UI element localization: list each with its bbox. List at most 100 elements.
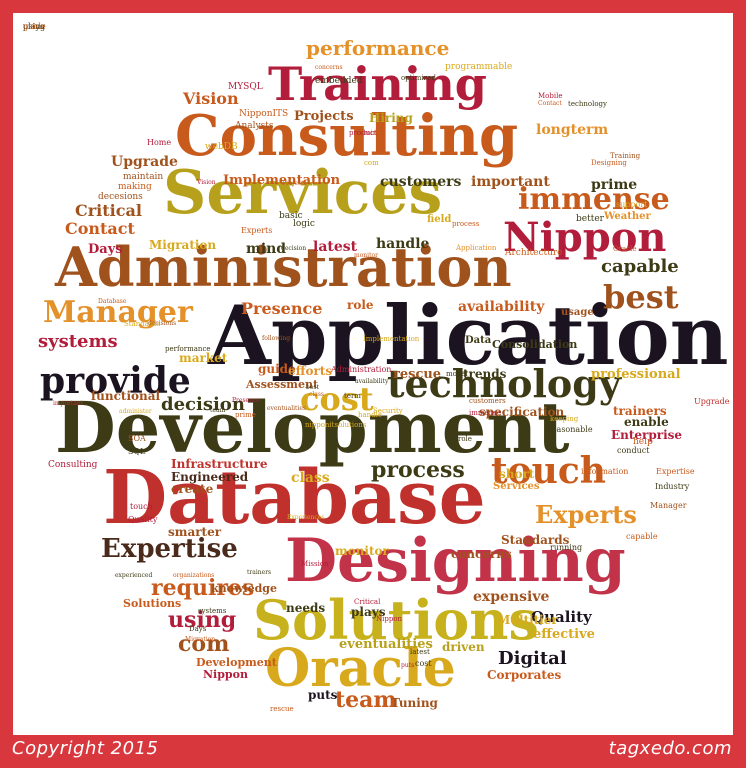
- word-decisions: decisions: [148, 320, 177, 327]
- word-vision: Vision: [183, 89, 239, 108]
- word-experts: Experts: [241, 226, 273, 235]
- word-help: help: [633, 437, 653, 447]
- word-availability: availability: [458, 299, 545, 315]
- word-projects: Projects: [282, 180, 307, 187]
- word-digital: Digital: [498, 648, 567, 669]
- word-efforts: efforts: [288, 364, 333, 378]
- word-webdb: webDB: [205, 142, 238, 152]
- word-latest: latest: [313, 239, 358, 255]
- word-enterprise: Enterprise: [611, 428, 683, 442]
- word-consolidation: Consolidation: [492, 338, 578, 351]
- word-plays: plays: [351, 605, 386, 619]
- word-professional: professional: [591, 367, 681, 382]
- word-trainers: trainers: [247, 569, 272, 576]
- word-market: market: [179, 351, 228, 365]
- word-needs: needs: [286, 601, 326, 615]
- word-monitor: monitor: [354, 252, 378, 259]
- word-plays: plays: [23, 22, 45, 31]
- word-expensive: expensive: [473, 589, 550, 605]
- word-designing: Designing: [285, 526, 626, 596]
- word-manager: Manager: [43, 295, 193, 330]
- word-availability: availability: [355, 378, 389, 385]
- word-days: Days: [189, 625, 207, 633]
- word-nippon: Nippon: [376, 615, 403, 623]
- word-administer: administer: [119, 408, 152, 415]
- word-consulting: Consulting: [48, 460, 98, 470]
- word-running: running: [550, 543, 583, 552]
- word-programmable: programmable: [445, 62, 513, 72]
- word-application: Application: [456, 244, 497, 252]
- word-usage: usage: [561, 307, 594, 318]
- word-architecture: Architecture: [505, 248, 563, 258]
- word-prime: prime: [591, 177, 638, 193]
- word-nippon: Nippon: [503, 214, 667, 261]
- word-mind: mind: [246, 241, 287, 257]
- word-handle: handle: [358, 411, 383, 419]
- word-enable: enable: [624, 415, 669, 429]
- word-critical: Critical: [354, 598, 381, 606]
- word-capable: capable: [601, 256, 679, 277]
- word-customers: customers: [469, 397, 506, 405]
- word-tuning: Tuning: [391, 696, 438, 710]
- word-term: term: [344, 392, 361, 400]
- word-expertise: Expertise: [656, 467, 695, 476]
- word-training: Training: [268, 57, 487, 111]
- word-model: model: [446, 370, 468, 378]
- word-using: using: [23, 22, 46, 31]
- word-important: important: [53, 400, 84, 407]
- word-cloud-canvas: performance Training Consulting Services Adm…: [13, 13, 733, 735]
- word-vision: Vision: [197, 179, 216, 186]
- word-short: short: [499, 467, 535, 481]
- word-touch: touch: [491, 450, 606, 492]
- brand-text: tagxedo.com: [608, 738, 732, 759]
- word-role: role: [347, 298, 374, 312]
- word-role: role: [458, 435, 472, 443]
- word-mission: Mission: [301, 560, 329, 568]
- word-handle: handle: [376, 236, 430, 252]
- word-technology: technology: [387, 361, 621, 406]
- word-maintain: maintain: [123, 172, 164, 182]
- word-best: best: [603, 278, 679, 316]
- word-oracle: Oracle: [265, 638, 456, 699]
- word-puts: puts: [308, 688, 338, 702]
- word-migration: Migration: [185, 636, 216, 643]
- word-security: Security: [373, 407, 403, 415]
- word-trends: trends: [463, 367, 507, 381]
- word-performance: performance: [165, 345, 211, 353]
- word-process: process: [371, 457, 465, 483]
- word-provide: provide: [40, 360, 191, 402]
- word-development: Development: [196, 656, 277, 669]
- word-immense: immense: [469, 409, 501, 417]
- word-class: class: [309, 391, 325, 398]
- word-capable: capable: [626, 532, 658, 541]
- word-knowledge: knowledge: [211, 582, 277, 595]
- word-contact: Contact: [65, 219, 135, 238]
- word-mind: mind: [364, 129, 382, 137]
- word-latest: latest: [410, 648, 430, 656]
- word-upgrade: Upgrade: [694, 397, 730, 406]
- word-administration: Administration: [55, 235, 512, 299]
- word-effective: effective: [533, 627, 595, 642]
- word-decision: decision: [281, 245, 307, 252]
- word-embedded: embedded: [315, 76, 363, 86]
- word-database: Database: [98, 298, 127, 305]
- word-sql: SQL: [128, 447, 146, 456]
- word-longterm: longterm: [536, 122, 609, 138]
- word-com: com: [364, 159, 379, 167]
- word-manager: Manager: [650, 501, 687, 510]
- word-migration: Migration: [149, 238, 217, 252]
- word-expertise: Expertise: [101, 534, 238, 564]
- word-process: process: [452, 220, 480, 228]
- word-solutions: Solutions: [123, 597, 182, 610]
- word-using: using: [168, 607, 237, 633]
- word-cost: cost: [300, 380, 374, 418]
- word-com: com: [178, 631, 230, 657]
- word-systems: systems: [38, 331, 118, 352]
- word-weather: Weather: [604, 211, 651, 222]
- word-administration: Administration: [331, 365, 392, 374]
- word-conduct: conduct: [617, 446, 650, 455]
- word-systems: systems: [198, 607, 227, 615]
- word-eventualities: eventualities: [267, 405, 307, 412]
- word-oracle: Oracle: [613, 245, 637, 253]
- word-days: Days: [88, 242, 123, 257]
